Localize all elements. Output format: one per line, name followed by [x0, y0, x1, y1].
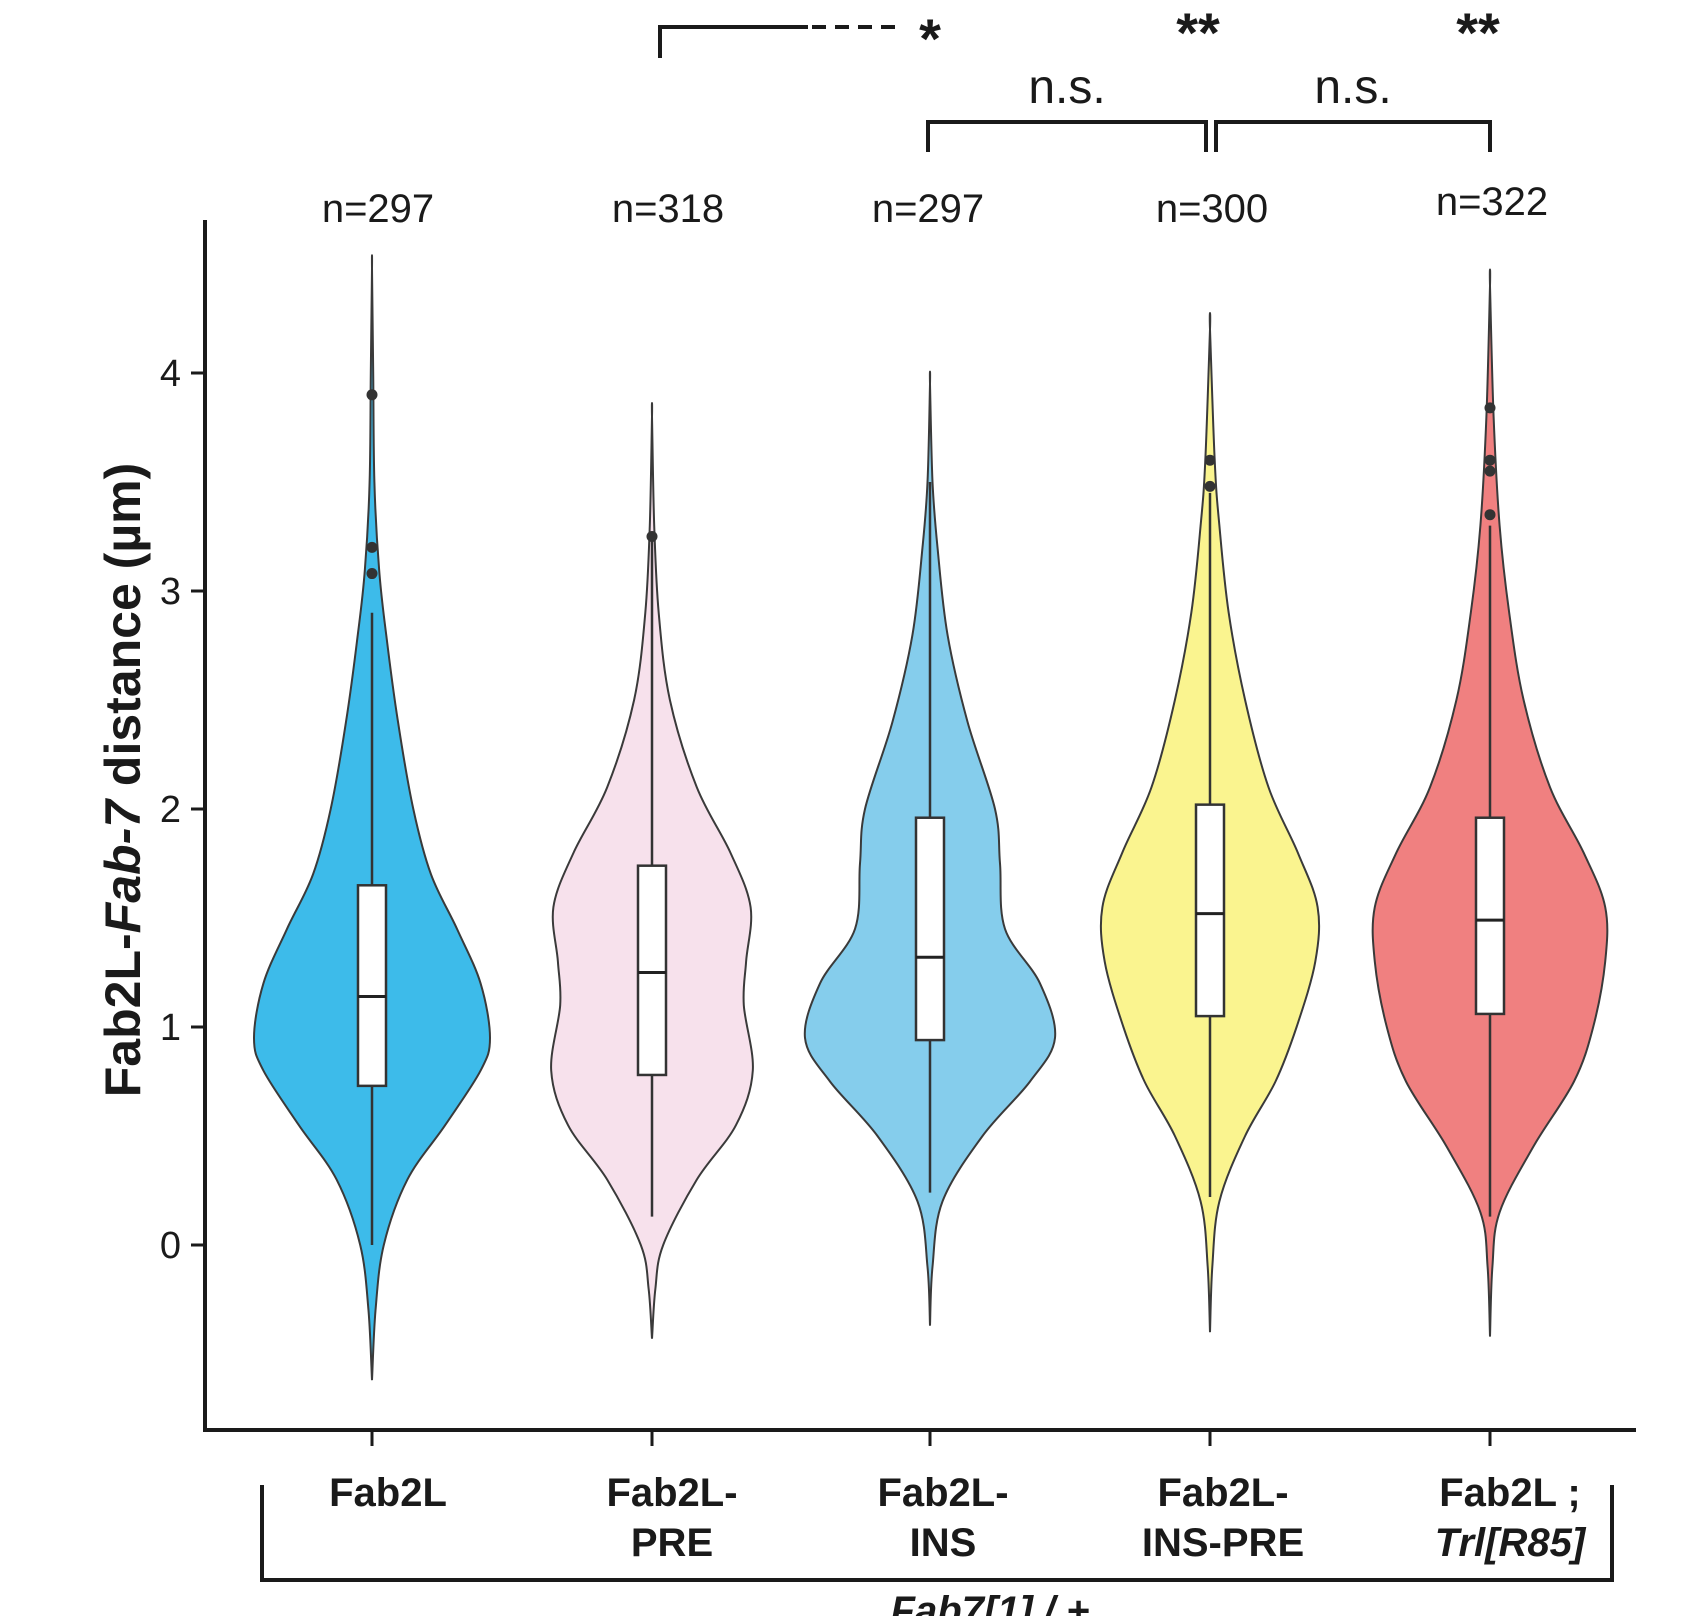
significance-label: n.s. [1314, 61, 1391, 114]
x-category-label: Fab2L [329, 1471, 447, 1515]
y-label-part: Fab-7 [95, 798, 151, 934]
outlier-point [1204, 454, 1216, 466]
significance-marker: ** [1176, 1, 1220, 64]
y-tick-label: 2 [160, 789, 181, 831]
violin-group [1099, 312, 1321, 1333]
violins [252, 254, 1609, 1381]
y-label-part: Fab2L- [95, 933, 151, 1097]
x-category-label: Trl[R85] [1435, 1521, 1587, 1565]
x-category-label: Fab2L- [1157, 1471, 1288, 1515]
outlier-point [646, 531, 658, 542]
violin-group [803, 370, 1057, 1326]
x-category-label: PRE [631, 1521, 713, 1565]
x-category-label: Fab2L- [877, 1471, 1008, 1515]
significance-marker: ** [1456, 1, 1500, 64]
outlier-point [366, 541, 378, 553]
y-tick-label: 4 [160, 353, 181, 395]
axes: 0 1 2 3 4 [160, 220, 1636, 1446]
violin-group [1371, 268, 1609, 1337]
y-tick-label: 3 [160, 571, 181, 613]
significance-marker: * [919, 7, 941, 70]
significance-bracket [658, 25, 808, 58]
outlier-point [1484, 465, 1496, 477]
category-labels: Fab2L Fab2L- PRE Fab2L- INS Fab2L- INS-PRE Fab2… [329, 1471, 1587, 1565]
outlier-point [1204, 480, 1216, 492]
outlier-point [1484, 454, 1496, 466]
outlier-point [366, 568, 378, 580]
x-category-label: INS [910, 1521, 977, 1565]
group-bracket: Fab7[1] / + [260, 1485, 1614, 1616]
violin-group [252, 254, 492, 1381]
iqr-box [1474, 816, 1506, 1016]
iqr-box [1194, 803, 1226, 1018]
y-axis-label: Fab2L-Fab-7 distance (µm) [95, 463, 151, 1097]
sample-size-labels: n=297 n=318 n=297 n=300 n=322 [322, 180, 1548, 231]
outlier-point [1484, 509, 1496, 521]
sample-size-label: n=300 [1156, 187, 1268, 231]
iqr-box [914, 816, 946, 1042]
violin-group [550, 401, 754, 1339]
significance-annotations: * ** **n.s. n.s. [658, 1, 1500, 152]
iqr-box [356, 884, 388, 1088]
x-category-label: Fab2L ; [1439, 1471, 1581, 1515]
significance-bracket [926, 120, 1208, 152]
sample-size-label: n=297 [322, 187, 434, 231]
significance-label: n.s. [1028, 61, 1105, 114]
group-label: Fab7[1] / + [891, 1589, 1090, 1616]
group-bracket-line [260, 1485, 1614, 1582]
y-label-part: distance (µm) [95, 463, 151, 800]
sample-size-label: n=318 [612, 187, 724, 231]
outlier-point [366, 389, 378, 401]
sample-size-label: n=322 [1436, 180, 1548, 224]
significance-bracket [1214, 120, 1492, 152]
y-tick-label: 0 [160, 1225, 181, 1267]
y-tick-label: 1 [160, 1007, 181, 1049]
sample-size-label: n=297 [872, 187, 984, 231]
outlier-point [1484, 402, 1496, 414]
iqr-box [636, 864, 668, 1077]
x-category-label: INS-PRE [1142, 1521, 1304, 1565]
x-category-label: Fab2L- [606, 1471, 737, 1515]
